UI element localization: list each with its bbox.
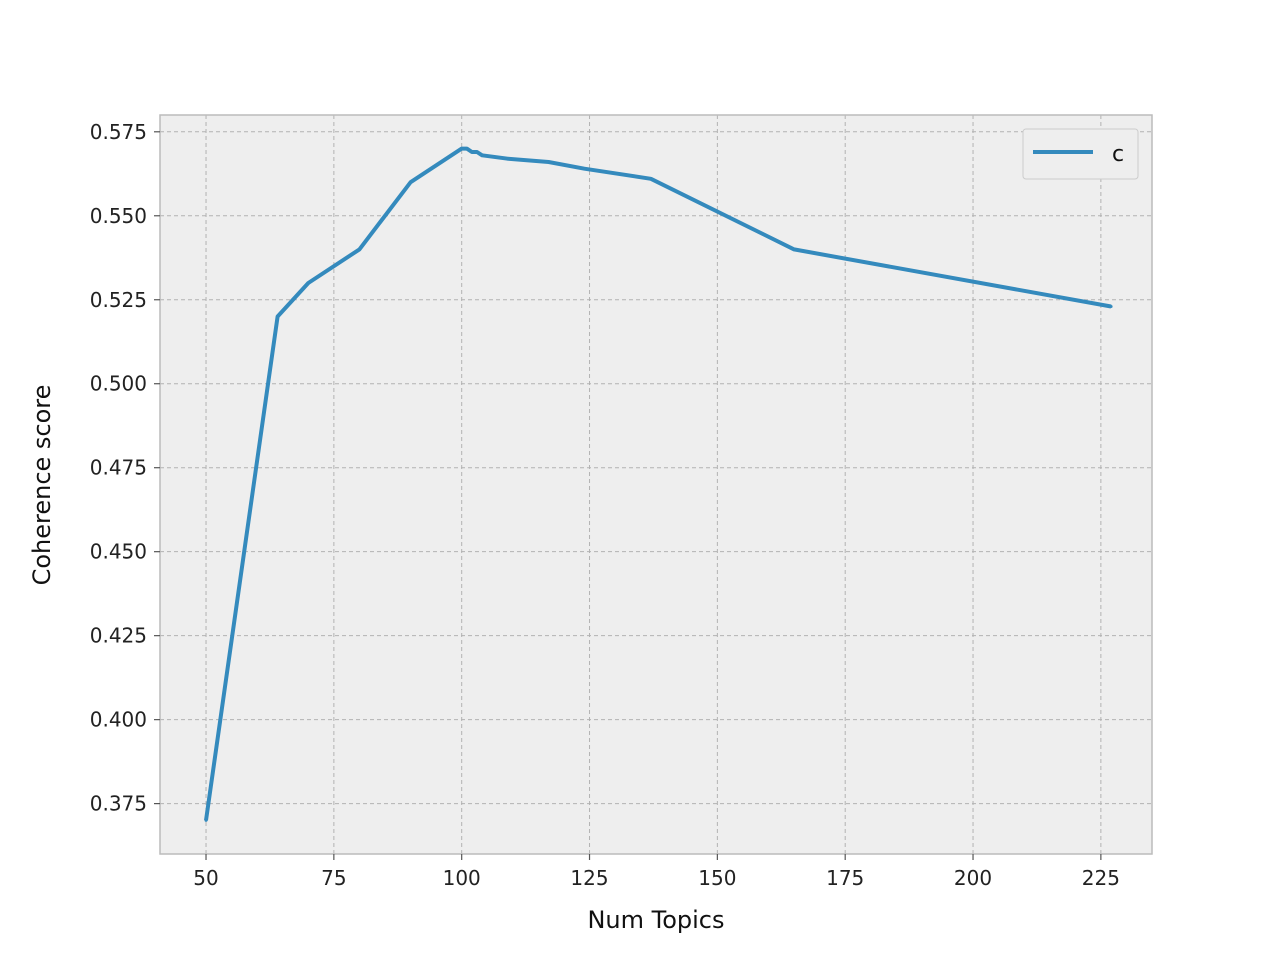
x-tick-label: 50 [193,866,218,890]
data-point [547,160,551,164]
data-point [506,157,510,161]
series-line-c [204,146,1112,821]
legend: c [1022,128,1139,180]
x-tick-label: 175 [826,866,864,890]
data-point [1109,304,1113,308]
data-point [306,281,310,285]
y-tick-label: 0.550 [90,204,147,228]
x-tick-label: 150 [698,866,736,890]
y-tick-label: 0.450 [90,540,147,564]
series-layer [204,146,1113,822]
data-point [204,818,208,822]
data-point [409,180,413,184]
y-tick-label: 0.400 [90,708,147,732]
data-point [460,147,464,151]
y-axis-label: Coherence score [28,385,56,586]
y-axis-ticks: 0.375 0.400 0.425 0.450 0.475 0.500 0.525 0.550… [90,120,160,816]
x-tick-label: 200 [954,866,992,890]
data-point [276,315,280,319]
legend-label: c [1112,142,1124,167]
y-tick-label: 0.525 [90,288,147,312]
data-point [470,150,474,154]
x-axis-ticks: 50 75 100 125 150 175 200 225 [193,854,1120,890]
x-axis-label: Num Topics [587,906,724,934]
data-point [480,153,484,157]
plot-area [160,115,1152,854]
data-point [792,247,796,251]
x-tick-label: 225 [1082,866,1120,890]
grid-lines [160,115,1152,854]
data-point [649,177,653,181]
y-tick-label: 0.375 [90,792,147,816]
x-tick-label: 125 [570,866,608,890]
data-point [475,150,479,154]
plot-frame [159,114,1153,855]
data-point [357,247,361,251]
x-tick-label: 100 [443,866,481,890]
y-tick-label: 0.475 [90,456,147,480]
y-tick-label: 0.500 [90,372,147,396]
y-tick-label: 0.575 [90,120,147,144]
data-point [582,167,586,171]
data-point [465,147,469,151]
y-tick-label: 0.425 [90,624,147,648]
x-tick-label: 75 [321,866,346,890]
